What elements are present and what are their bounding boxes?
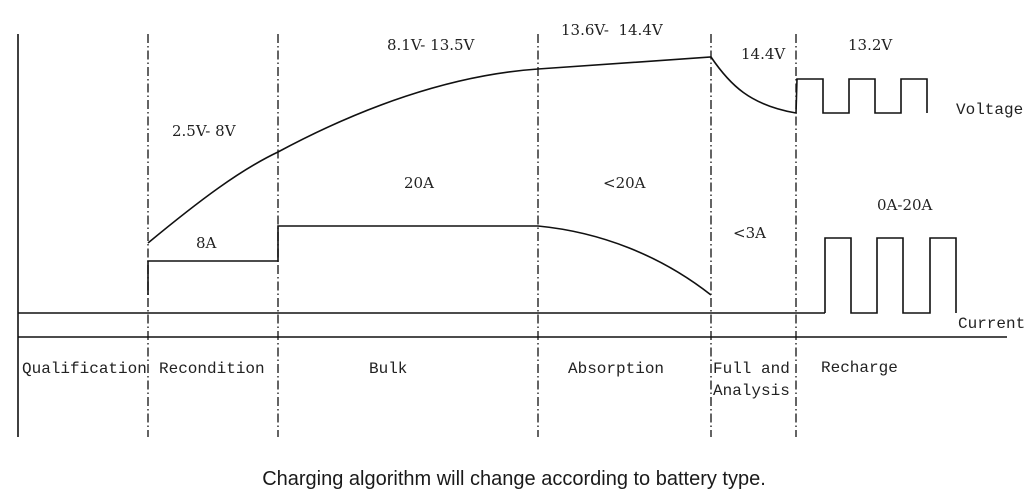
stage-name-absorption: Absorption [568,360,664,378]
current-pulses [824,237,957,314]
current-label-recondition: 8A [196,234,217,252]
voltage-label-recharge: 13.2V [848,36,893,54]
current-label-recharge: 0A-20A [877,196,933,214]
voltage-label-full: 14.4V [741,45,786,63]
stage-name-recharge: Recharge [821,359,898,377]
stage-name-recondition: Recondition [159,360,265,378]
stage-name-qualification: Qualification [22,360,147,378]
current-axis-label: Current [958,315,1025,333]
stage-name-full-line2: Analysis [713,382,790,400]
caption: Charging algorithm will change according… [262,468,766,490]
voltage-label-bulk: 8.1V- 13.5V [387,36,476,54]
voltage-label-recondition: 2.5V- 8V [172,122,237,140]
current-curve [147,225,712,296]
current-label-absorption: <20A [603,174,646,192]
current-label-full: <3A [733,224,766,242]
stage-name-full-line1: Full and [713,360,790,378]
voltage-curve [147,56,928,244]
voltage-label-absorption: 13.6V- 14.4V [561,21,664,39]
current-label-bulk: 20A [404,174,434,192]
stage-name-bulk: Bulk [369,360,407,378]
voltage-axis-label: Voltage [956,101,1023,119]
